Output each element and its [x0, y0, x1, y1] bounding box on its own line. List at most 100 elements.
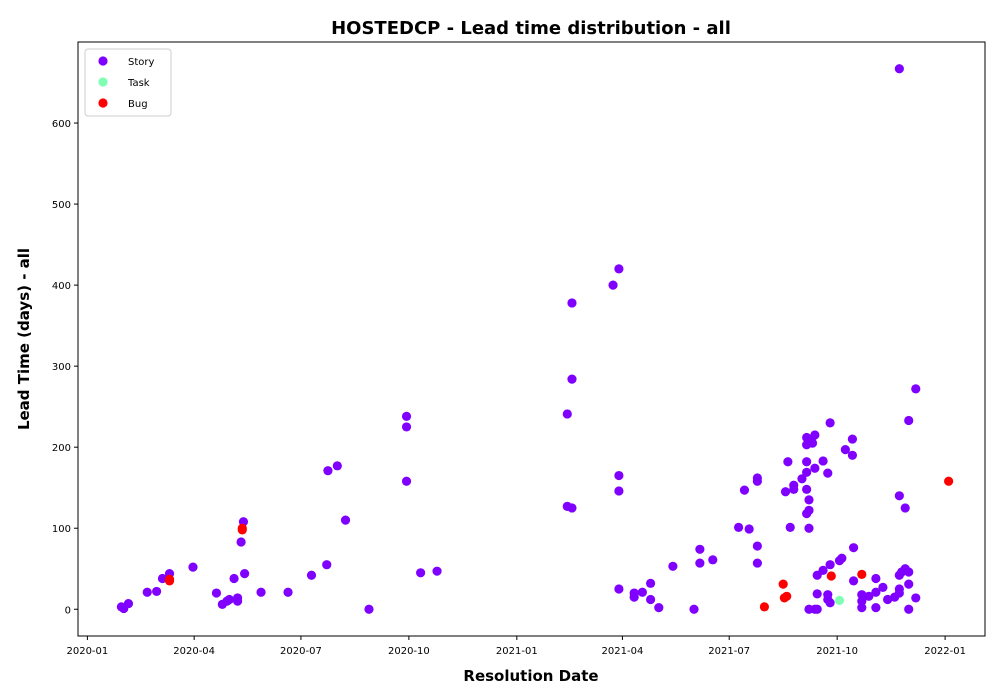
story-point	[432, 566, 442, 576]
story-point	[614, 486, 624, 496]
story-point	[752, 541, 762, 551]
bug-point	[778, 579, 788, 589]
story-point	[567, 374, 577, 384]
story-point	[840, 445, 850, 455]
x-tick-label: 2020-10	[388, 646, 430, 657]
legend-label-task: Task	[127, 78, 150, 89]
bug-point	[944, 476, 954, 486]
plot-area	[77, 41, 986, 637]
y-tick-label: 500	[52, 200, 71, 211]
story-point	[637, 587, 647, 597]
x-tick-label: 2020-01	[66, 646, 108, 657]
story-point	[733, 522, 744, 533]
x-tick-label: 2021-10	[816, 646, 858, 657]
x-tick-label: 2020-07	[280, 646, 322, 657]
bug-point	[857, 569, 867, 580]
story-point	[911, 593, 921, 603]
bug-point	[826, 571, 836, 581]
story-point	[654, 603, 664, 613]
story-point	[306, 570, 317, 580]
story-point	[818, 565, 828, 575]
x-axis-label: Resolution Date	[463, 667, 598, 685]
story-point	[645, 594, 656, 605]
story-point	[401, 411, 412, 421]
story-point	[323, 466, 333, 476]
story-point	[416, 568, 426, 578]
story-point	[802, 457, 812, 467]
y-tick-label: 400	[52, 281, 71, 292]
story-point	[283, 587, 293, 597]
story-point	[785, 522, 795, 533]
story-point	[240, 569, 250, 579]
story-point	[810, 463, 820, 473]
story-point	[401, 422, 412, 432]
story-point	[567, 298, 577, 308]
chart-title: HOSTEDCP - Lead time distribution - all	[331, 18, 731, 39]
bug-point	[759, 602, 770, 612]
story-point	[322, 560, 332, 570]
story-point	[229, 573, 239, 584]
story-point	[871, 573, 881, 584]
story-point	[904, 604, 914, 614]
story-point	[152, 586, 162, 597]
story-point	[744, 524, 754, 534]
y-tick-label: 200	[52, 443, 71, 454]
legend-marker-task	[98, 77, 108, 87]
y-tick-label: 0	[65, 605, 71, 616]
story-point	[752, 476, 762, 486]
y-axis: 0 100 200 300 400 500 600	[52, 119, 78, 616]
story-point	[340, 515, 351, 525]
story-point	[608, 280, 618, 290]
story-point	[848, 543, 859, 553]
story-point	[232, 596, 243, 606]
x-tick-label: 2021-01	[496, 646, 538, 657]
story-point	[332, 461, 342, 471]
story-point	[188, 562, 198, 572]
story-point	[629, 588, 639, 598]
story-point	[810, 430, 820, 440]
y-axis-label: Lead Time (days) - all	[15, 248, 33, 430]
story-point	[857, 603, 867, 613]
story-point	[752, 558, 762, 568]
story-point	[894, 64, 904, 74]
story-point	[904, 567, 914, 577]
data-points	[116, 64, 954, 614]
story-point	[567, 503, 577, 513]
story-point	[804, 505, 814, 515]
legend-marker-bug	[98, 98, 108, 108]
story-point	[871, 587, 881, 597]
story-point	[807, 438, 818, 448]
story-point	[364, 604, 374, 614]
story-point	[864, 591, 874, 601]
story-point	[695, 558, 705, 568]
story-point	[256, 587, 266, 597]
story-point	[797, 474, 807, 484]
story-point	[142, 587, 152, 597]
story-point	[614, 470, 624, 481]
story-point	[614, 264, 624, 274]
story-point	[224, 594, 234, 605]
story-point	[894, 491, 904, 501]
story-point	[823, 468, 833, 478]
legend-marker-story	[98, 56, 108, 66]
x-tick-label: 2020-04	[173, 646, 215, 657]
story-point	[847, 434, 858, 444]
story-point	[818, 456, 828, 466]
story-point	[847, 450, 858, 460]
story-point	[401, 476, 412, 486]
story-point	[883, 594, 893, 605]
story-point	[825, 560, 835, 570]
bug-point	[164, 574, 175, 584]
story-point	[802, 467, 812, 477]
legend-box	[84, 48, 172, 117]
story-point	[645, 578, 656, 588]
story-point	[837, 553, 847, 563]
story-point	[911, 384, 921, 394]
story-point	[789, 484, 799, 494]
story-point	[904, 579, 914, 589]
story-point	[804, 495, 814, 505]
story-point	[708, 555, 718, 565]
story-point	[871, 603, 881, 613]
x-tick-label: 2022-01	[924, 646, 966, 657]
legend-label-story: Story	[128, 57, 154, 68]
